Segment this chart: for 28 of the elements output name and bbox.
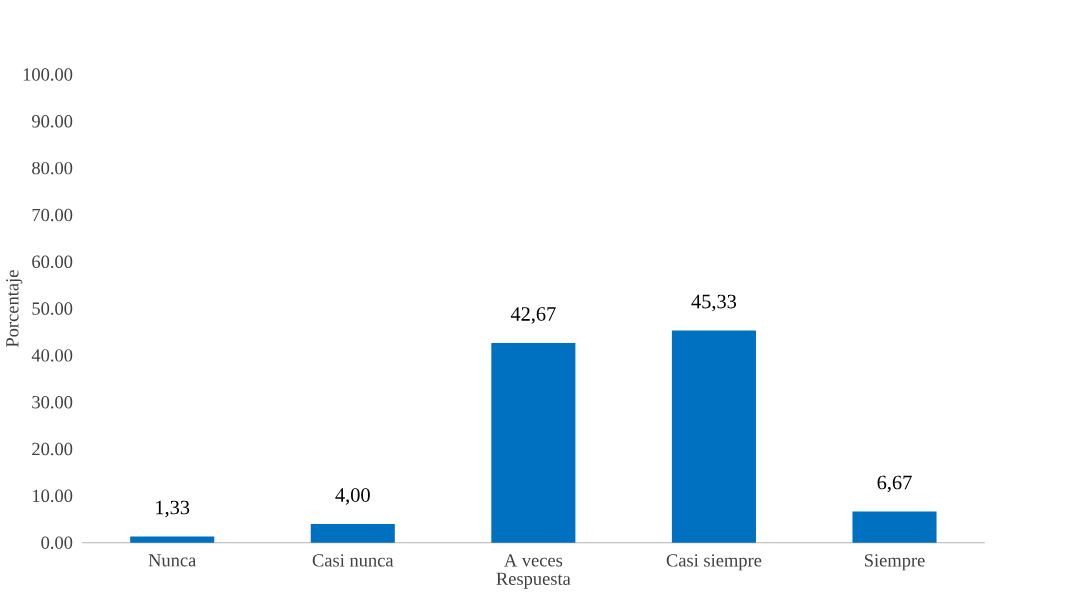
data-label: 45,33: [691, 294, 737, 312]
y-tick-label: 30.00: [32, 395, 73, 409]
y-tick-label: 10.00: [33, 489, 73, 502]
y-tick-label: 20.00: [32, 442, 73, 456]
y-tick-label: 100.00: [23, 68, 73, 81]
y-tick-label: 40.00: [31, 349, 73, 362]
y-tick-label: 50.00: [32, 302, 73, 315]
data-label: 1,33: [156, 500, 190, 518]
x-axis-title: Respuesta: [496, 572, 571, 589]
data-label: 42,67: [510, 307, 556, 324]
bar: [130, 536, 215, 543]
y-tick-label: 80.00: [32, 161, 73, 175]
bar: [671, 330, 756, 543]
y-tick-label: 60.00: [32, 255, 73, 268]
x-tick-label: Casi nunca: [312, 554, 394, 567]
bar: [852, 511, 937, 543]
bar: [310, 523, 395, 543]
x-tick-label: Siempre: [864, 554, 925, 571]
y-axis-title: Porcentaje: [6, 270, 23, 347]
y-tick-label: 70.00: [32, 208, 73, 222]
data-label: 6,67: [877, 475, 912, 493]
x-tick-label: Nunca: [148, 554, 197, 567]
bar: [491, 342, 576, 543]
x-tick-label: A veces: [504, 554, 563, 567]
data-label: 4,00: [335, 487, 370, 505]
y-tick-label: 0.00: [41, 536, 73, 549]
y-tick-label: 90.00: [31, 114, 73, 128]
x-tick-label: Casi siempre: [666, 554, 762, 571]
